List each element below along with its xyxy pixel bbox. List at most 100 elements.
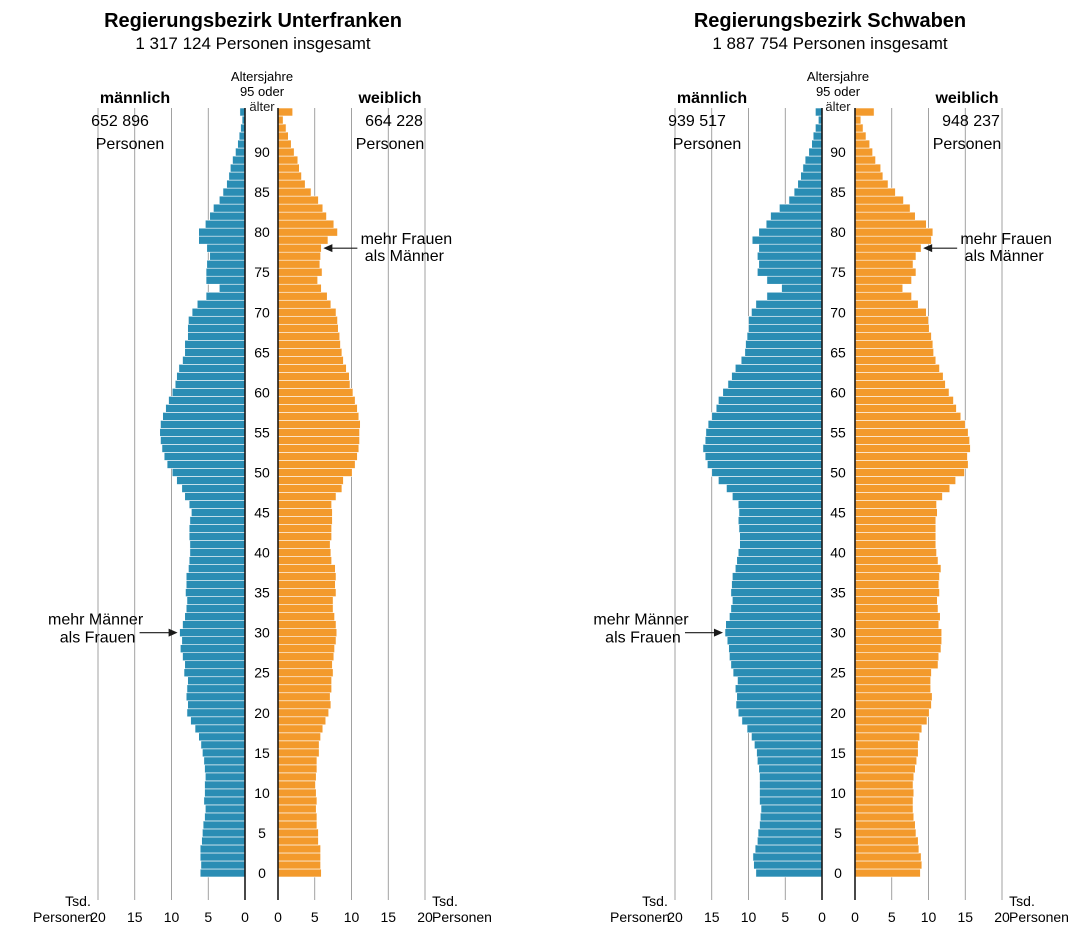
age-tick-label: 45 [254, 505, 270, 521]
bar-female [854, 676, 932, 686]
bar-male [759, 820, 823, 830]
bar-male [184, 348, 246, 357]
bar-male [187, 331, 246, 341]
bar-female [854, 219, 927, 229]
female-value-tick: 10 [921, 909, 937, 925]
pyramid-panel-2: Regierungsbezirk Schwaben 1 887 754 Perso… [593, 10, 1069, 925]
female-value-tick: 5 [888, 909, 896, 925]
bar-male [739, 532, 823, 541]
bar-female [277, 756, 318, 766]
bar-female [854, 636, 943, 645]
bar-male [171, 468, 246, 477]
bar-female [854, 323, 930, 333]
bar-male [725, 620, 823, 629]
bar-male [748, 315, 823, 325]
bar-male [194, 724, 246, 734]
annotation-male: mehr Männer [593, 612, 689, 629]
bar-female [854, 540, 937, 549]
bar-female [854, 444, 971, 453]
bar-female [854, 532, 937, 541]
bar-male [755, 868, 823, 878]
bar-male [213, 203, 246, 213]
bar-male [737, 708, 823, 718]
bar-female [277, 131, 289, 141]
female-value-tick: 0 [274, 909, 282, 925]
bar-female [854, 548, 937, 557]
bar-female [854, 428, 969, 437]
bar-male [206, 259, 246, 269]
bar-male [779, 203, 823, 213]
bar-female [854, 227, 934, 237]
bar-female [277, 732, 321, 742]
bar-male [740, 356, 823, 365]
bar-female [277, 700, 332, 710]
bar-male [171, 388, 246, 397]
bar-male [187, 323, 246, 333]
bar-female [854, 388, 950, 397]
bar-male [163, 452, 246, 461]
bar-male [168, 396, 246, 405]
bar-female [277, 484, 343, 493]
bar-female [854, 372, 944, 381]
bar-male [182, 356, 246, 365]
bar-female [854, 307, 927, 317]
bar-male [204, 780, 246, 790]
bar-female [277, 155, 299, 165]
bar-female [277, 340, 341, 349]
bar-male [188, 315, 246, 325]
chart-title: Regierungsbezirk Schwaben [694, 10, 966, 32]
bar-female [277, 780, 316, 790]
age-tick-label: 35 [254, 585, 270, 601]
bar-female [277, 644, 335, 654]
bar-male [739, 540, 823, 549]
bar-male [235, 147, 246, 157]
bar-female [854, 356, 937, 365]
bar-female [277, 724, 324, 734]
bar-female [277, 524, 332, 533]
bar-male [730, 660, 823, 670]
age-tick-label: 70 [254, 304, 270, 320]
bar-female [277, 163, 300, 173]
bar-female [277, 572, 337, 581]
bar-female [277, 372, 350, 381]
bar-female [854, 588, 940, 597]
bar-male [765, 219, 823, 229]
bar-female [277, 812, 318, 822]
bar-female [277, 203, 324, 213]
unit-label-left: Personen [33, 909, 93, 925]
age-axis-title: 95 oder [816, 84, 861, 99]
bar-male [757, 267, 823, 277]
male-value-tick: 10 [164, 909, 180, 925]
bar-male [205, 219, 246, 229]
annotation-female: mehr Frauen [361, 231, 453, 248]
male-count: 652 896 [91, 113, 149, 130]
age-axis-title: älter [825, 99, 851, 114]
bar-female [854, 508, 938, 517]
bar-female [854, 396, 954, 405]
bar-male [726, 636, 823, 645]
bar-female [277, 299, 332, 309]
female-unit: Personen [933, 136, 1002, 153]
bar-female [277, 788, 317, 798]
bar-male [744, 348, 823, 357]
bar-male [188, 564, 246, 573]
bar-female [854, 163, 882, 173]
bar-female [277, 356, 344, 365]
bar-female [854, 340, 934, 349]
bar-female [854, 716, 928, 726]
age-tick-label: 75 [254, 264, 270, 280]
bar-male [180, 644, 246, 654]
bar-male [189, 548, 246, 557]
bar-female [277, 676, 332, 686]
age-tick-label: 65 [830, 344, 846, 360]
bar-female [854, 652, 940, 662]
bar-male [205, 267, 246, 277]
female-unit: Personen [356, 136, 425, 153]
bar-male [184, 340, 246, 349]
bar-male [729, 652, 823, 662]
unit-label-left: Tsd. [642, 893, 668, 909]
bar-female [277, 500, 332, 509]
bar-male [702, 444, 823, 453]
male-value-tick: 0 [241, 909, 249, 925]
bar-male [218, 195, 246, 205]
